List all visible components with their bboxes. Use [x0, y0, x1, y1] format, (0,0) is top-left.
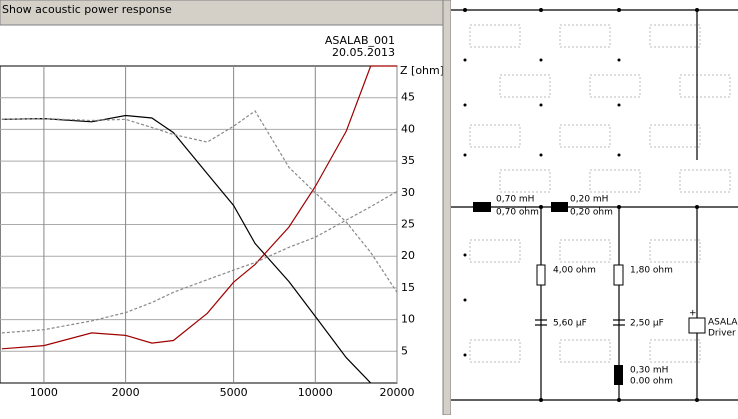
series-line — [1, 114, 372, 383]
plot-panel — [0, 0, 443, 415]
y-axis-label: Z [ohm] — [400, 64, 444, 77]
inductor-resistance: 0.00 ohm — [630, 377, 673, 387]
inductor-resistance: 0,20 ohm — [570, 208, 613, 218]
project-date: 20.05.2013 — [332, 46, 395, 59]
x-tick-label: 2000 — [112, 386, 140, 399]
project-name: ASALAB_001 — [325, 34, 395, 47]
resistor-label: 1,80 ohm — [630, 266, 673, 276]
series-line — [1, 110, 397, 293]
x-tick-label: 10000 — [298, 386, 333, 399]
capacitor-label: 2,50 µF — [630, 319, 664, 329]
driver-label: Driver — [708, 329, 736, 339]
inductor-label: 0,70 mH — [496, 195, 534, 205]
x-tick-label: 5000 — [220, 386, 248, 399]
y-tick-label: 20 — [401, 249, 415, 262]
y-tick-label: 30 — [401, 186, 415, 199]
inductor-label: 0,30 mH — [630, 366, 668, 376]
y-tick-label: 15 — [401, 281, 415, 294]
y-tick-label: 40 — [401, 122, 415, 135]
polarity-label: + — [689, 309, 697, 319]
y-tick-label: 25 — [401, 218, 415, 231]
y-tick-label: 5 — [401, 344, 408, 357]
splitter[interactable] — [442, 0, 452, 416]
y-tick-label: 10 — [401, 313, 415, 326]
circuit: 0,70 mH 0,70 ohm 0,20 mH 0,20 ohm 4,00 o… — [451, 0, 738, 415]
plot-area: 5 10 15 20 25 30 35 40 45 1000 2000 5000 10000 20000 — [0, 65, 415, 399]
y-tick-label: 35 — [401, 154, 415, 167]
driver-label: ASALA — [708, 318, 738, 328]
y-tick-label: 45 — [401, 91, 415, 104]
capacitor-label: 5,60 µF — [553, 319, 587, 329]
inductor-resistance: 0,70 ohm — [496, 208, 539, 218]
series-line — [1, 65, 397, 350]
x-tick-label: 20000 — [380, 386, 415, 399]
resistor-label: 4,00 ohm — [553, 266, 596, 276]
toolbar-label[interactable]: Show acoustic power response — [2, 3, 172, 16]
x-tick-label: 1000 — [30, 386, 58, 399]
series-line — [1, 190, 397, 334]
inductor-label: 0,20 mH — [570, 195, 608, 205]
